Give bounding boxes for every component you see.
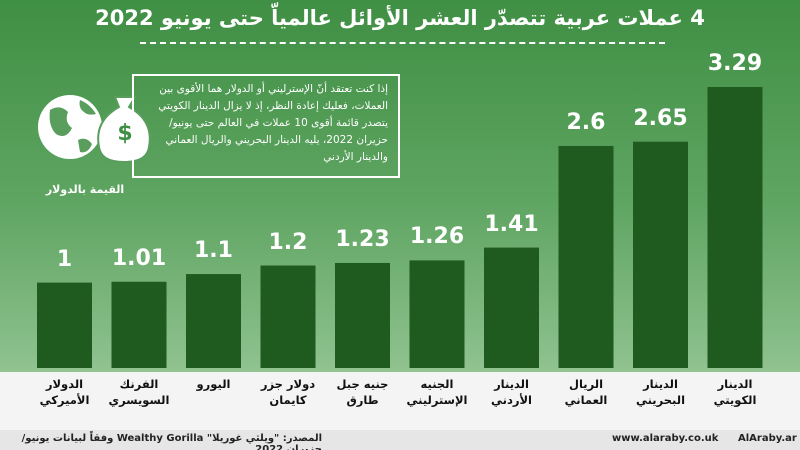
annotation: إذا كنت تعتقد أنّ الإسترليني أو الدولار … (132, 74, 400, 178)
bar (37, 282, 92, 368)
value-label: 1.1 (194, 238, 233, 264)
value-label: 1 (56, 246, 73, 272)
value-label: 1.23 (335, 226, 390, 252)
x-tick-label: الدينار البحريني (635, 377, 686, 407)
x-tick-label: الريال العماني (564, 377, 608, 407)
bar (409, 260, 465, 368)
x-tick-label: الدولار الأميركي (39, 377, 90, 407)
x-tick-label: الدينار الكويتي (713, 377, 757, 407)
x-tick-label: دولار جزر كايمان (260, 377, 316, 407)
bar (260, 265, 316, 368)
value-label: 2.65 (633, 105, 688, 131)
value-label: 3.29 (707, 51, 763, 77)
icon: $ (38, 95, 151, 164)
bar (111, 281, 167, 368)
bar (484, 247, 539, 368)
social-handle: AlAraby.ar (738, 433, 797, 444)
value-label: 2.6 (566, 109, 606, 135)
x-tick-label: اليورو (196, 377, 231, 391)
value-label: 1.2 (268, 229, 308, 255)
x-tick-label: الجنيه الإسترليني (406, 377, 468, 407)
x-tick-label: الدينار الأردني (491, 377, 532, 407)
source: المصدر: "ويلثي غوريلا" Wealthy Gorilla و… (21, 433, 322, 450)
x-tick-label: جنيه جبل طارق (336, 377, 389, 407)
svg-text:$: $ (117, 121, 132, 146)
chart-title: 4 عملات عربية تتصدّر العشر الأوائل عالمي… (95, 6, 705, 30)
title-rule (140, 42, 665, 44)
bar (186, 274, 241, 368)
value-label: 1.41 (484, 211, 539, 237)
label-band (0, 372, 800, 430)
value-label: 1.26 (409, 224, 465, 250)
website: www.alaraby.co.uk (612, 433, 719, 444)
bar (558, 145, 614, 368)
y-axis-label: القيمة بالدولار (45, 183, 125, 196)
footer (0, 430, 800, 450)
bar (335, 262, 390, 368)
x-tick-label: الفرنك السويسري (108, 377, 170, 407)
bar (707, 87, 763, 368)
value-label: 1.01 (111, 245, 167, 271)
bar (633, 141, 688, 368)
